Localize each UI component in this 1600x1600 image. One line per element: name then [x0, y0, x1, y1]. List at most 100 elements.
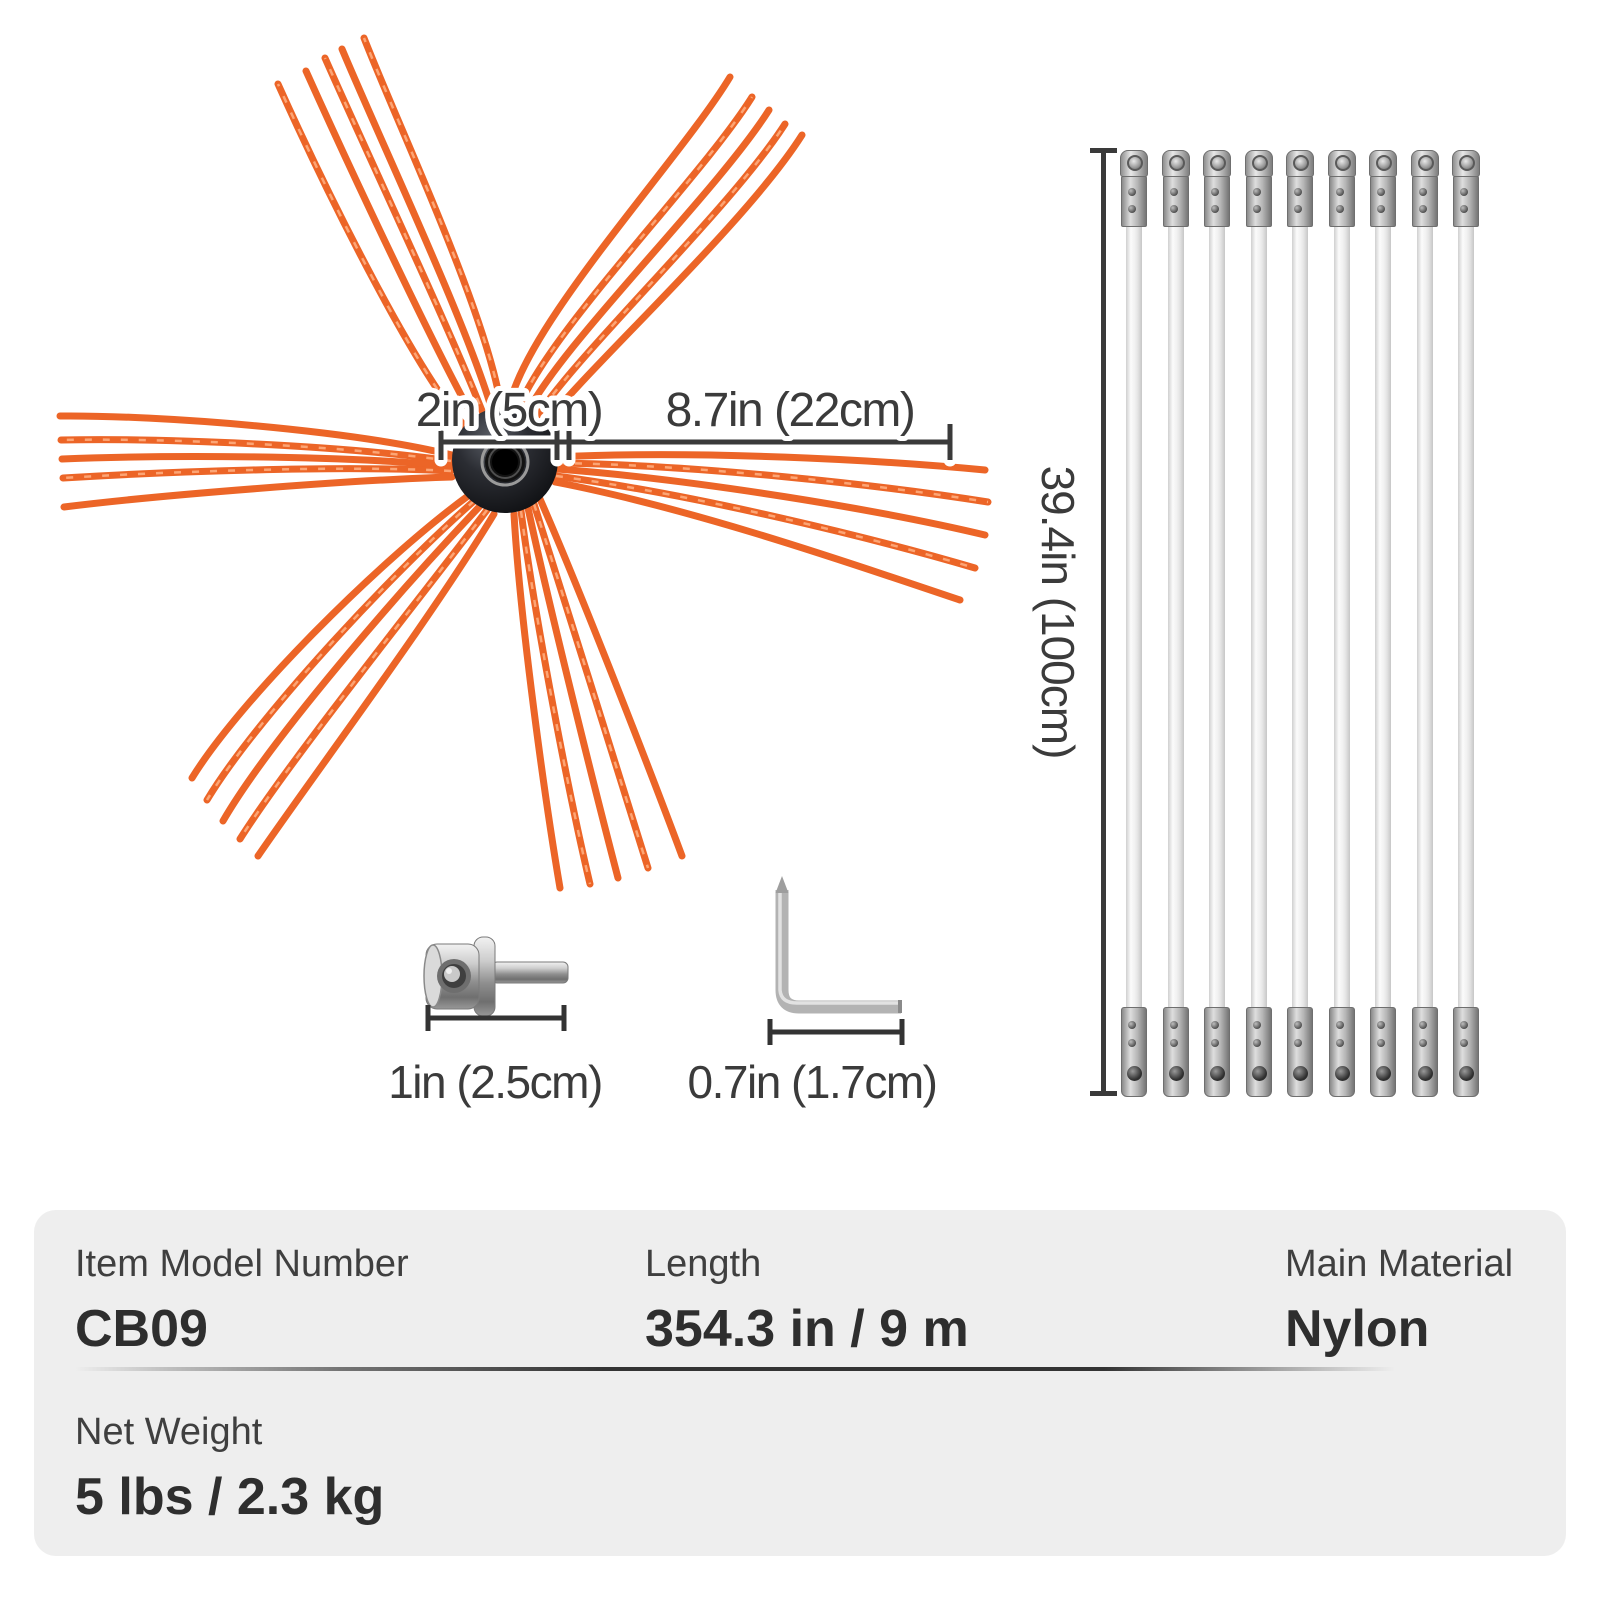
rod-top-sleeve — [1370, 176, 1396, 227]
screw-hole — [1252, 188, 1261, 196]
rod-top-sleeve — [1204, 176, 1230, 227]
screw-hole — [1128, 1039, 1136, 1047]
rod-socket — [1334, 155, 1351, 171]
hex-key-dimension-line — [767, 1019, 905, 1045]
bristle-fan-right — [551, 451, 992, 604]
hex-key — [775, 876, 902, 1014]
extension-rod — [1119, 150, 1149, 1097]
screw-hole — [1294, 1039, 1302, 1047]
drill-adapter — [423, 936, 569, 1017]
spec-item-length: Length 354.3 in / 9 m — [645, 1245, 969, 1355]
rod-top-connector — [1120, 150, 1148, 177]
rod-shaft — [1209, 227, 1225, 1007]
connector-hole — [1251, 1066, 1267, 1081]
rod-socket — [1417, 155, 1434, 171]
screw-hole — [1418, 205, 1427, 213]
rod-shaft — [1458, 227, 1474, 1007]
screw-hole — [1252, 205, 1261, 213]
adapter-length-label: 1in (2.5cm) — [388, 1056, 602, 1108]
brush-illustration: 2in (5cm) 8.7in (22cm) 1in (2.5cm) — [56, 34, 992, 1113]
spec-label: Net Weight — [75, 1411, 263, 1453]
screw-hole — [1211, 205, 1219, 213]
screw-hole — [1211, 1021, 1219, 1029]
screw-hole — [1169, 188, 1178, 196]
rod-socket — [1293, 155, 1309, 171]
screw-hole — [1377, 205, 1385, 213]
connector-hole — [1376, 1066, 1391, 1081]
screw-hole — [1377, 1021, 1385, 1029]
rod-bottom-connector — [1204, 1007, 1230, 1097]
extension-rod — [1327, 150, 1357, 1097]
spec-item-weight: Net Weight 5 lbs / 2.3 kg — [75, 1413, 384, 1523]
rod-top-sleeve — [1162, 176, 1189, 227]
extension-rod — [1410, 150, 1440, 1097]
rod-socket — [1459, 155, 1475, 171]
screw-hole — [1128, 205, 1136, 213]
rod-shaft — [1126, 227, 1142, 1007]
connector-hole — [1210, 1066, 1225, 1081]
spec-label: Main Material — [1285, 1243, 1514, 1285]
bristle-fan-upper-right — [504, 73, 806, 434]
rod-top-sleeve — [1328, 176, 1355, 227]
extension-rod — [1451, 150, 1481, 1097]
rod-top-sleeve — [1287, 176, 1313, 227]
spec-label: Length — [645, 1243, 762, 1285]
brush-hub — [452, 407, 558, 513]
spec-value: Nylon — [1285, 1300, 1430, 1358]
rod-bottom-connector — [1121, 1007, 1147, 1097]
screw-hole — [1377, 1039, 1385, 1047]
screw-hole — [1418, 188, 1427, 196]
rod-dimension-line — [1101, 150, 1106, 1094]
extension-rod — [1161, 150, 1191, 1097]
screw-hole — [1460, 1039, 1468, 1047]
rod-shaft — [1375, 227, 1391, 1007]
rod-dimension-cap-bottom — [1090, 1091, 1117, 1096]
connector-hole — [1168, 1066, 1184, 1081]
screw-hole — [1252, 1039, 1261, 1047]
rod-bottom-connector — [1370, 1007, 1396, 1097]
spec-card: Item Model Number CB09 Length 354.3 in /… — [34, 1210, 1566, 1556]
rod-bottom-connector — [1328, 1007, 1355, 1097]
spec-divider — [75, 1367, 1395, 1371]
rod-length-label: 39.4in (100cm) — [1032, 465, 1084, 759]
rod-dimension-cap-top — [1090, 148, 1117, 153]
rod-socket — [1168, 155, 1185, 171]
rod-bottom-connector — [1411, 1007, 1438, 1097]
rod-top-connector — [1286, 150, 1314, 177]
screw-hole — [1418, 1039, 1427, 1047]
rod-bottom-connector — [1287, 1007, 1313, 1097]
screw-hole — [1377, 188, 1385, 196]
screw-hole — [1252, 1021, 1261, 1029]
bristle-twist-texture — [60, 37, 989, 885]
screw-hole — [1335, 205, 1344, 213]
rod-bottom-connector — [1453, 1007, 1479, 1097]
rod-shaft — [1292, 227, 1308, 1007]
spec-label: Item Model Number — [75, 1243, 409, 1285]
rod-socket — [1127, 155, 1143, 171]
connector-hole — [1417, 1066, 1433, 1081]
spec-item-model: Item Model Number CB09 — [75, 1245, 409, 1355]
extension-rod — [1368, 150, 1398, 1097]
rod-top-connector — [1327, 150, 1356, 177]
screw-hole — [1169, 205, 1178, 213]
spec-item-material: Main Material Nylon — [1285, 1245, 1513, 1355]
rod-top-sleeve — [1121, 176, 1147, 227]
rod-bottom-connector — [1245, 1007, 1272, 1097]
screw-hole — [1169, 1021, 1178, 1029]
rod-top-connector — [1161, 150, 1190, 177]
bristle-fan-lower-left — [188, 492, 498, 860]
screw-hole — [1294, 188, 1302, 196]
screw-hole — [1460, 188, 1468, 196]
screw-hole — [1418, 1021, 1427, 1029]
screw-hole — [1128, 188, 1136, 196]
rod-top-connector — [1410, 150, 1439, 177]
rod-top-connector — [1244, 150, 1273, 177]
adapter-dimension-line — [425, 1005, 567, 1031]
rod-top-connector — [1203, 150, 1231, 177]
rod-socket — [1210, 155, 1226, 171]
rod-socket — [1376, 155, 1392, 171]
extension-rod — [1202, 150, 1232, 1097]
spec-value: 354.3 in / 9 m — [645, 1300, 969, 1358]
screw-hole — [1169, 1039, 1178, 1047]
